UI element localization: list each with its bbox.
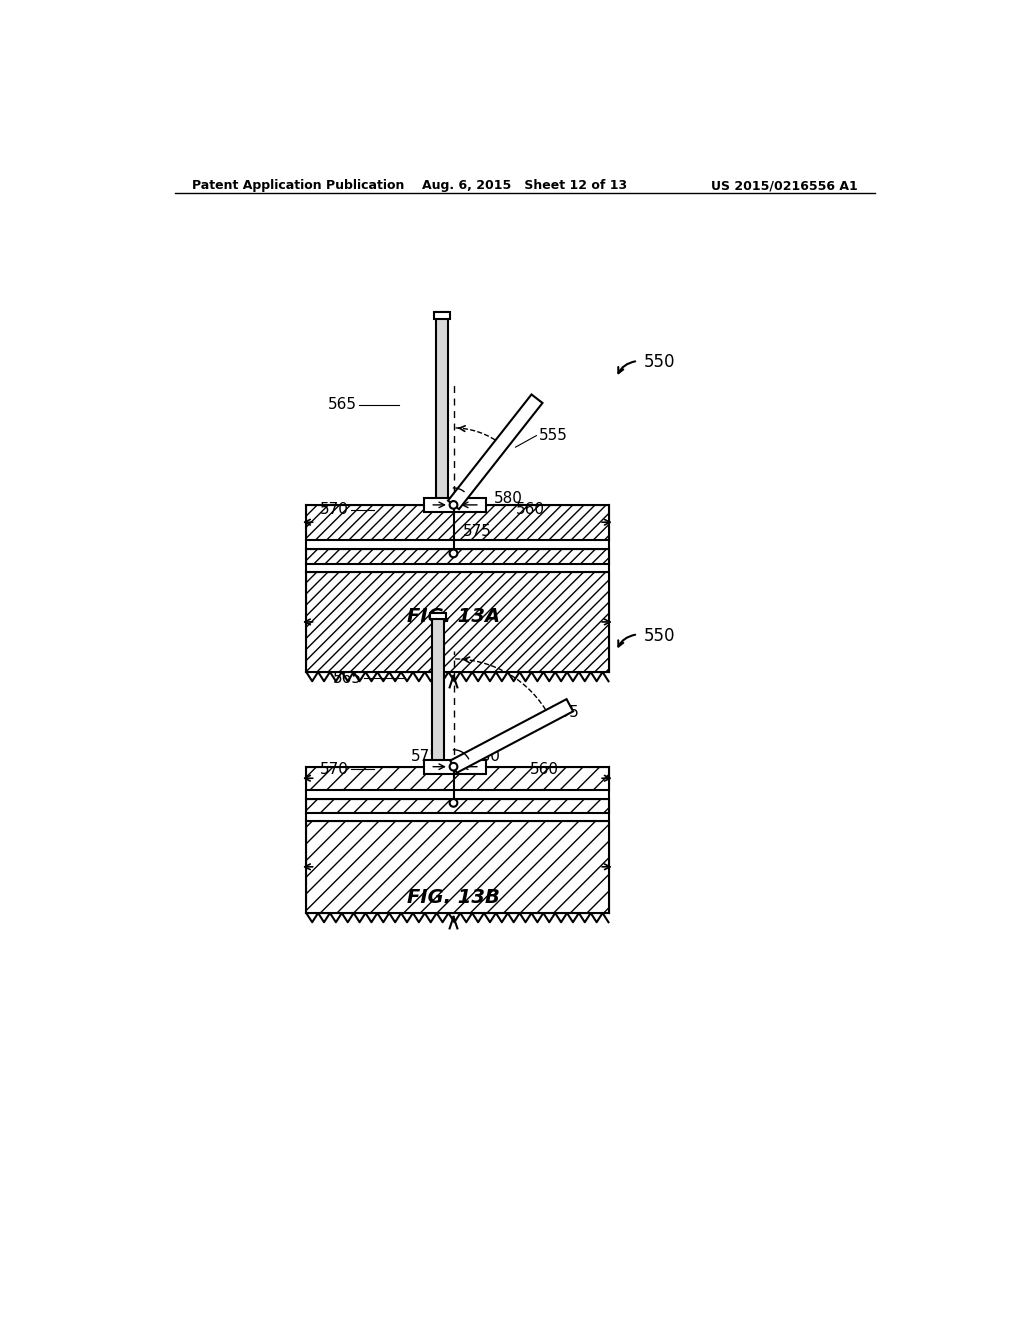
Polygon shape [449,395,543,510]
Bar [306,506,608,540]
Bar [306,564,608,572]
Circle shape [450,549,458,557]
Text: 560: 560 [515,502,545,517]
Bar [306,789,608,799]
Circle shape [450,502,458,508]
Bar [435,313,449,507]
Bar [432,612,444,768]
Text: 550: 550 [643,354,675,371]
Bar [306,549,608,564]
Text: FIG. 13B: FIG. 13B [408,888,500,907]
Text: 570: 570 [319,502,349,517]
Bar [424,760,486,774]
Text: 580: 580 [472,750,501,764]
Text: US 2015/0216556 A1: US 2015/0216556 A1 [712,180,858,193]
Circle shape [450,799,458,807]
Text: 555: 555 [539,428,567,444]
Bar [306,821,608,913]
Text: 560: 560 [529,762,558,776]
Text: FIG. 13A: FIG. 13A [407,607,500,626]
Text: 575: 575 [411,750,439,764]
Bar [306,767,608,789]
Text: 550: 550 [643,627,675,644]
Circle shape [450,763,458,771]
Text: Aug. 6, 2015   Sheet 12 of 13: Aug. 6, 2015 Sheet 12 of 13 [422,180,628,193]
Text: 565: 565 [328,397,356,412]
Bar [306,799,608,813]
Polygon shape [451,700,573,772]
Bar [424,498,486,512]
Bar [306,813,608,821]
Text: 565: 565 [333,671,362,685]
Text: 555: 555 [550,705,580,721]
Text: Patent Application Publication: Patent Application Publication [191,180,403,193]
Text: 570: 570 [319,762,349,776]
Text: 575: 575 [463,524,492,540]
Text: 580: 580 [494,491,522,507]
Bar [430,612,445,619]
Bar [434,313,450,318]
Bar [306,572,608,672]
Bar [306,540,608,549]
